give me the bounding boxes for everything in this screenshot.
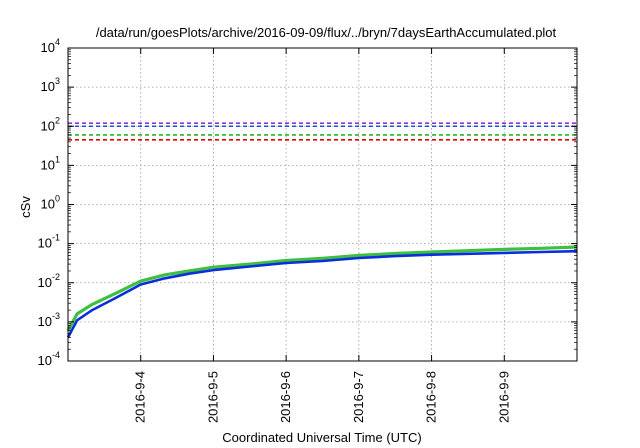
y-axis-ticks: 10-4 10-3 10-2 10-1 100 101 102 103 104 xyxy=(38,37,577,368)
threshold-lines xyxy=(68,122,577,141)
x-axis-ticks: 2016-9-4 2016-9-5 2016-9-6 2016-9-7 2016-9-8… xyxy=(133,48,511,423)
y-axis-label: cSv xyxy=(18,196,33,218)
chart-title: /data/run/goesPlots/archive/2016-09-09/f… xyxy=(96,25,557,40)
x-tick-label: 2016-9-6 xyxy=(278,371,293,423)
y-tick-label: 10-2 xyxy=(38,272,60,290)
x-tick-label: 2016-9-9 xyxy=(496,371,511,423)
x-axis-label: Coordinated Universal Time (UTC) xyxy=(222,430,421,445)
grid-lines xyxy=(68,48,577,361)
y-tick-label: 10-4 xyxy=(38,350,60,368)
series-line xyxy=(66,249,578,339)
x-tick-label: 2016-9-4 xyxy=(133,371,148,423)
x-tick-label: 2016-9-8 xyxy=(424,371,439,423)
y-tick-label: 103 xyxy=(41,76,60,94)
y-tick-label: 10-3 xyxy=(38,311,60,329)
y-tick-label: 104 xyxy=(41,37,60,55)
y-tick-label: 100 xyxy=(41,194,60,212)
x-tick-label: 2016-9-5 xyxy=(205,371,220,423)
y-tick-label: 101 xyxy=(41,154,60,172)
data-series xyxy=(66,245,578,339)
series-line xyxy=(66,245,578,332)
y-tick-label: 10-1 xyxy=(38,233,60,251)
y-tick-label: 102 xyxy=(41,115,60,133)
x-tick-label: 2016-9-7 xyxy=(351,371,366,423)
